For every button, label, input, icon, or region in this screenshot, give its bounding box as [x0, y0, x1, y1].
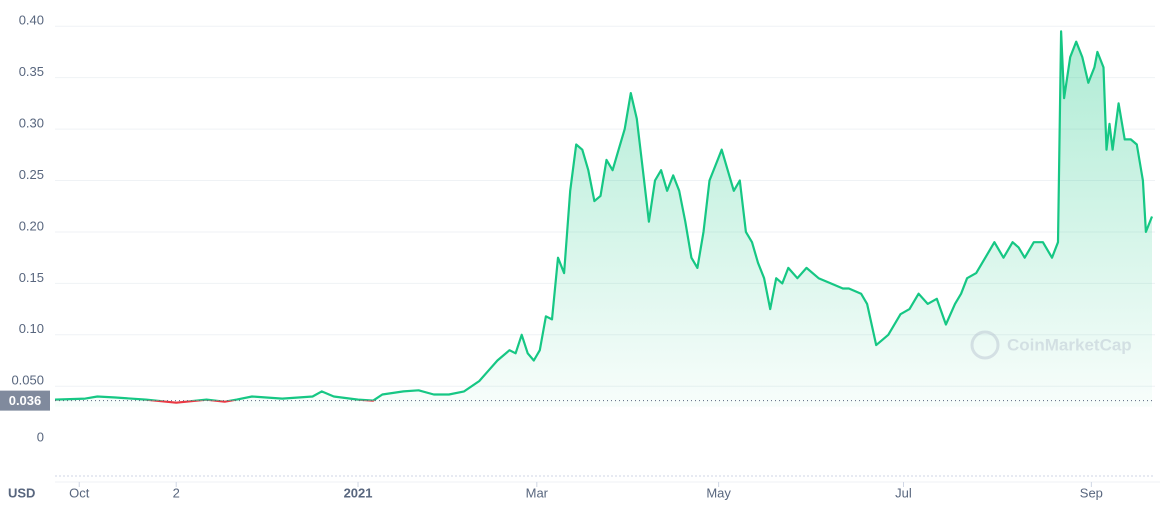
y-tick-label: 0.050 — [11, 373, 44, 388]
x-tick-label: Sep — [1080, 485, 1103, 500]
y-tick-label: 0.25 — [19, 167, 44, 182]
x-tick-label: Jul — [895, 485, 912, 500]
y2-tick-label: 0 — [37, 429, 44, 444]
current-price-label: 0.036 — [9, 393, 42, 408]
x-tick-label: 2021 — [344, 485, 373, 500]
y-tick-label: 0.10 — [19, 321, 44, 336]
watermark: CoinMarketCap — [970, 330, 1132, 360]
currency-label: USD — [8, 485, 35, 500]
x-tick-label: Oct — [69, 485, 90, 500]
area — [55, 31, 1152, 407]
x-tick-label: 2 — [173, 485, 180, 500]
current-price-box — [0, 390, 50, 411]
y-tick-label: 0.15 — [19, 270, 44, 285]
y-tick-label: 0.35 — [19, 64, 44, 79]
x-tick-label: Mar — [526, 485, 549, 500]
watermark-logo — [970, 330, 1000, 360]
price-line — [54, 30, 1154, 401]
watermark-text: CoinMarketCap — [1007, 335, 1132, 354]
x-tick-label: May — [706, 485, 731, 500]
y-tick-label: 0.40 — [19, 13, 44, 28]
y-tick-label: 0.30 — [19, 116, 44, 131]
y-tick-label: 0.20 — [19, 218, 44, 233]
